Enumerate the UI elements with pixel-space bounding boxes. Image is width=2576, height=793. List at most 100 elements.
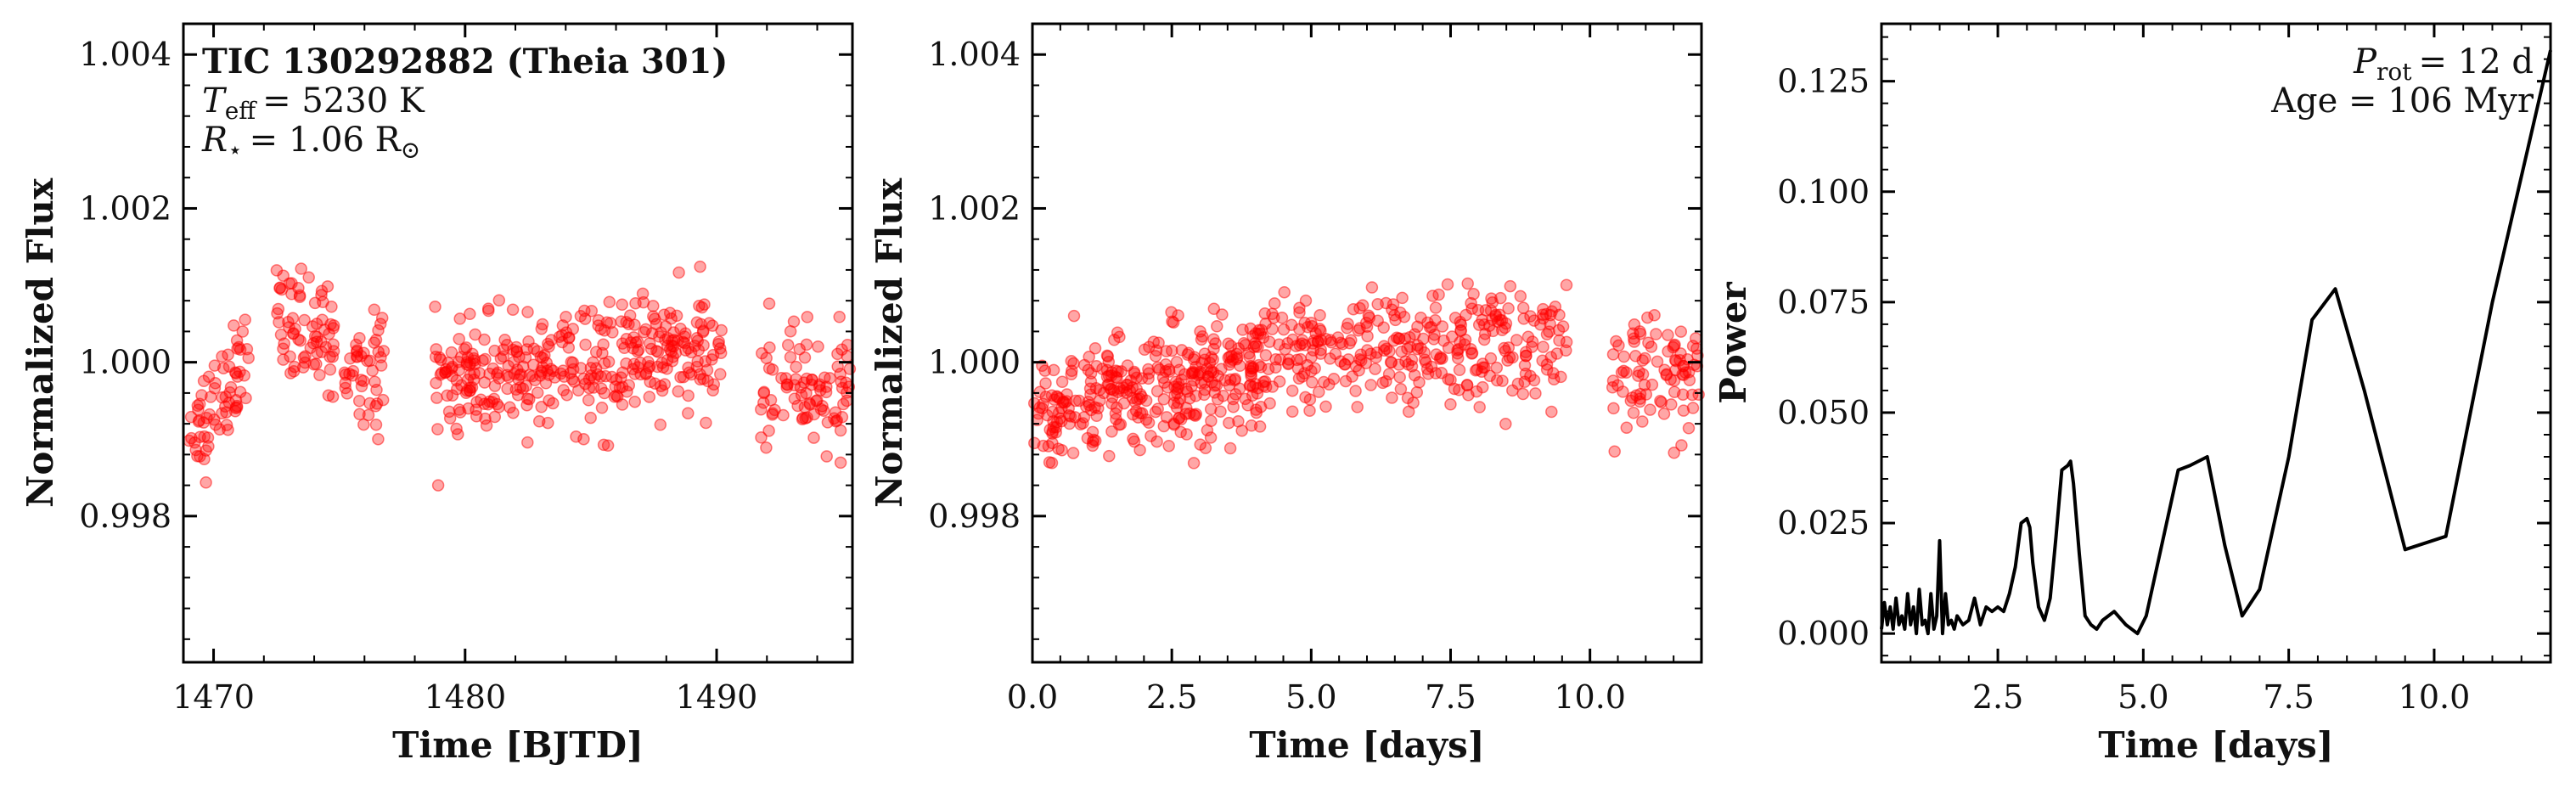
- p1-data-point: [481, 302, 495, 315]
- p1-data-point: [464, 307, 476, 321]
- p2-data-point: [1268, 311, 1280, 324]
- p1-star-name: TIC 130292882 (Theia 301): [202, 42, 728, 82]
- p1-data-point: [788, 392, 801, 405]
- p1-data-point: [446, 369, 459, 383]
- p2-data-point: [1087, 433, 1100, 447]
- prot-value: = 12 d: [2419, 42, 2534, 82]
- p1-data-point: [242, 352, 255, 364]
- p2-data-point: [1121, 359, 1134, 372]
- p1-data-point: [536, 318, 549, 331]
- p2-data-point: [1445, 330, 1459, 343]
- p1-data-point: [435, 366, 448, 380]
- p1-data-point: [693, 300, 706, 312]
- p1-data-point: [824, 372, 836, 385]
- p1-data-point: [807, 431, 820, 444]
- p2-data-point: [1376, 376, 1389, 390]
- p1-data-point: [500, 368, 514, 382]
- p2-data-point: [1514, 290, 1527, 303]
- p1-data-point: [323, 363, 337, 376]
- p2-data-point: [1363, 311, 1376, 324]
- p1-data-point: [659, 320, 672, 333]
- p1-data-point: [509, 340, 523, 354]
- p1-data-point: [200, 412, 213, 425]
- sun-subscript: ⊙: [401, 136, 420, 164]
- p2-data-point: [1133, 392, 1146, 406]
- p2-data-point: [1510, 334, 1523, 346]
- p1-data-point: [601, 439, 615, 453]
- p2-data-point: [1402, 405, 1415, 419]
- p2-data-point: [1066, 447, 1080, 459]
- p1-data-point: [790, 360, 802, 374]
- p1-x-tick-label: 1470: [172, 678, 255, 716]
- p2-data-point: [1065, 368, 1078, 381]
- p2-data-point: [1648, 308, 1661, 322]
- p2-data-point: [1204, 431, 1218, 444]
- p1-data-point: [570, 430, 582, 443]
- p2-data-point: [1060, 395, 1073, 408]
- p1-data-point: [352, 394, 366, 408]
- p1-data-point: [833, 311, 846, 323]
- p2-data-point: [1612, 339, 1625, 352]
- p2-data-point: [1088, 341, 1102, 355]
- p2-data-point: [1038, 364, 1052, 377]
- p2-data-point: [1133, 443, 1146, 457]
- p1-data-point: [492, 294, 506, 307]
- p3-x-tick-label: 5.0: [2118, 678, 2168, 716]
- p2-data-point: [1506, 384, 1519, 397]
- p2-data-point: [1109, 407, 1122, 420]
- p2-data-point: [1429, 301, 1443, 314]
- p2-data-point: [1675, 439, 1688, 452]
- p2-data-point: [1685, 388, 1699, 402]
- p2-data-point: [1460, 379, 1474, 391]
- p1-data-point: [628, 395, 641, 408]
- p2-data-point: [1361, 344, 1374, 357]
- p1-data-point: [222, 360, 236, 373]
- p1-data-point: [521, 436, 534, 449]
- p2-data-point: [1033, 385, 1046, 398]
- p1-y-tick-labels: 0.998 1.000 1.002 1.004: [79, 36, 172, 535]
- p2-data-point: [1499, 317, 1513, 330]
- p2-data-point: [1544, 318, 1556, 330]
- p2-data-point: [1138, 343, 1151, 357]
- p2-y-tick-label: 0.998: [928, 498, 1021, 535]
- p2-data-point: [1490, 374, 1504, 387]
- teff-subscript: eff: [225, 97, 258, 125]
- p1-data-point: [679, 327, 692, 340]
- p1-data-point: [231, 342, 244, 355]
- p2-data-point: [1268, 297, 1281, 310]
- teff-symbol: T: [202, 82, 228, 121]
- p1-data-point: [315, 335, 328, 348]
- p2-data-point: [1205, 414, 1218, 428]
- p1-data-point: [430, 376, 442, 390]
- p2-data-point: [1194, 438, 1206, 451]
- p1-data-point: [283, 321, 295, 334]
- p2-x-tick-label: 2.5: [1146, 678, 1197, 716]
- p1-data-point: [339, 368, 352, 381]
- p2-data-point: [1519, 346, 1533, 358]
- p2-data-point: [1427, 333, 1440, 346]
- p2-data-point: [1296, 337, 1308, 350]
- p2-data-point: [1417, 332, 1430, 346]
- p1-data-point: [553, 330, 566, 343]
- p3-plot-frame: [1880, 22, 2552, 664]
- p1-data-point: [197, 374, 211, 387]
- p1-data-point: [647, 300, 660, 312]
- p2-data-point: [1298, 316, 1311, 329]
- panel-light-curve: 1470 1480 1490 0.998 1.000 1.002 1.004 Time […: [20, 22, 857, 766]
- p2-data-point: [1149, 350, 1162, 363]
- p1-data-point: [478, 376, 492, 389]
- p2-data-point: [1216, 308, 1229, 321]
- p1-data-point: [222, 423, 234, 436]
- p1-data-point: [578, 312, 592, 325]
- p2-data-point: [1444, 374, 1457, 386]
- p1-data-point: [539, 377, 553, 390]
- p2-data-point: [1149, 405, 1162, 419]
- p1-data-point: [370, 397, 384, 410]
- p2-data-point: [1290, 340, 1302, 352]
- p2-data-point: [1083, 398, 1096, 412]
- p1-data-point: [442, 405, 456, 419]
- p1-data-point: [307, 357, 321, 371]
- p2-data-point: [1665, 398, 1678, 411]
- p1-data-point: [636, 287, 650, 301]
- p3-y-tick-labels: 0.000 0.025 0.050 0.075 0.100 0.125: [1777, 63, 1870, 653]
